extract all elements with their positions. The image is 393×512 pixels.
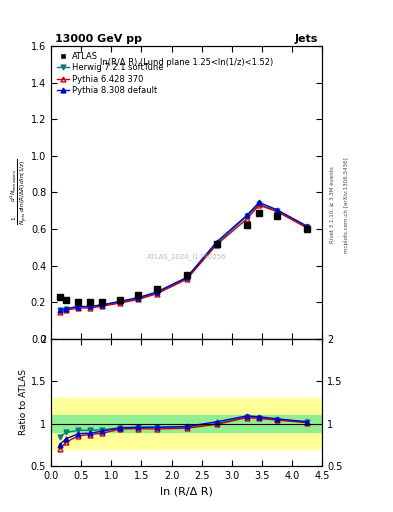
Text: ln(R/Δ R) (Lund plane 1.25<ln(1/z)<1.52): ln(R/Δ R) (Lund plane 1.25<ln(1/z)<1.52) <box>100 58 273 67</box>
Legend: ATLAS, Herwig 7.2.1 softTune, Pythia 6.428 370, Pythia 8.308 default: ATLAS, Herwig 7.2.1 softTune, Pythia 6.4… <box>53 49 167 99</box>
X-axis label: ln (R/Δ R): ln (R/Δ R) <box>160 486 213 496</box>
Text: ATLAS_2020_I1790256: ATLAS_2020_I1790256 <box>147 253 226 260</box>
Text: 13000 GeV pp: 13000 GeV pp <box>55 33 142 44</box>
Y-axis label: Ratio to ATLAS: Ratio to ATLAS <box>19 369 28 435</box>
Text: mcplots.cern.ch [arXiv:1306.3436]: mcplots.cern.ch [arXiv:1306.3436] <box>344 157 349 252</box>
Text: Jets: Jets <box>295 33 318 44</box>
Text: Rivet 3.1.10, ≥ 3.3M events: Rivet 3.1.10, ≥ 3.3M events <box>330 166 335 243</box>
Y-axis label: $\frac{1}{N_\mathrm{jets}}\frac{d^2 N_\mathrm{emissions}}{d\ln(R/\Delta R)\,d\ln: $\frac{1}{N_\mathrm{jets}}\frac{d^2 N_\m… <box>9 159 29 225</box>
